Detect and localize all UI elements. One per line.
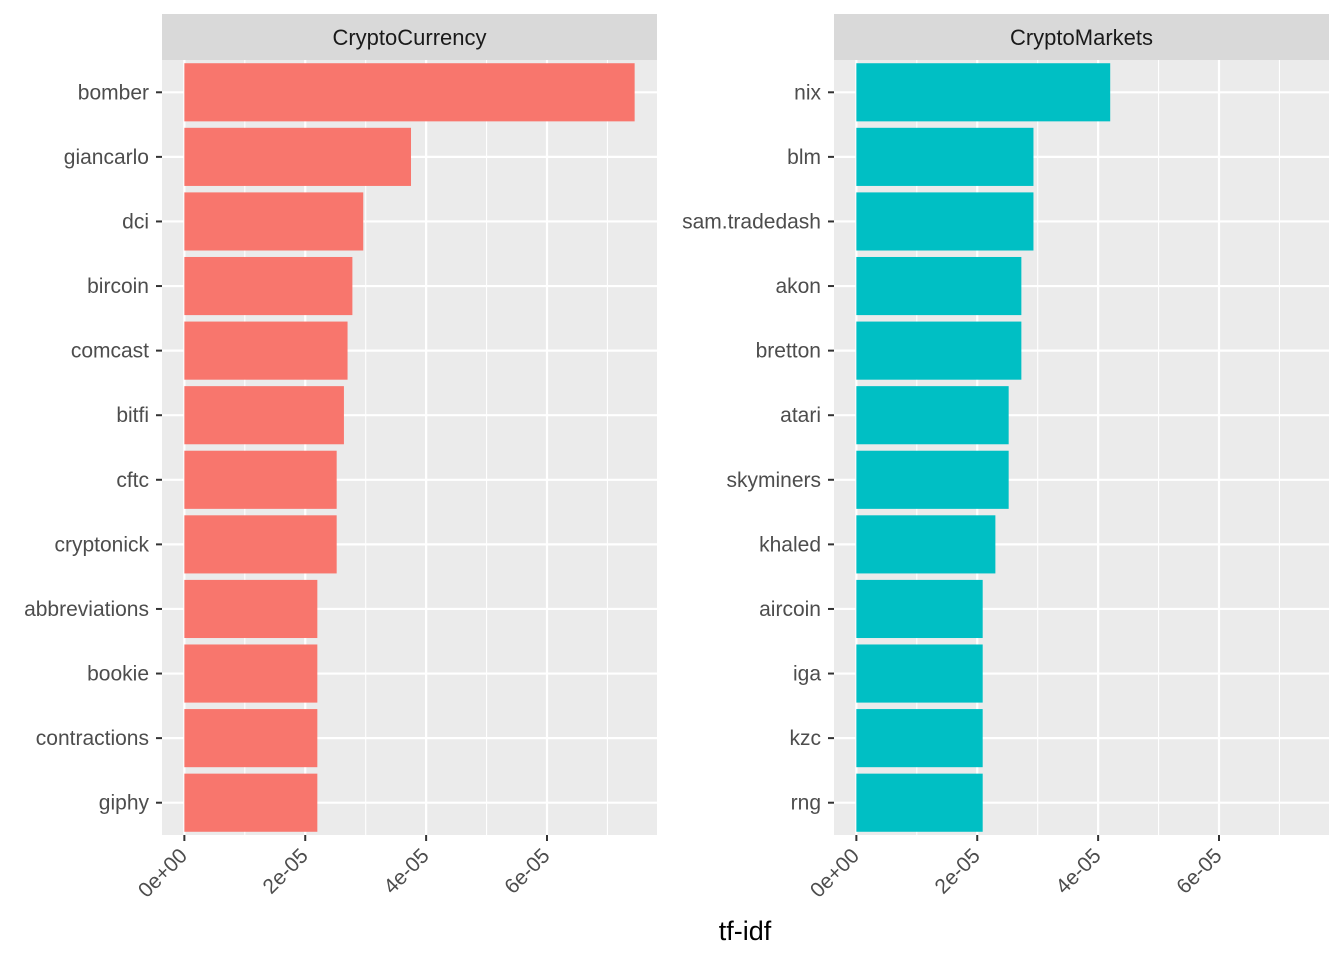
y-tick-label: bomber [78, 81, 149, 104]
bar-giancarlo [184, 127, 412, 186]
bar-dci [184, 192, 364, 251]
y-tick-label: rng [791, 792, 821, 815]
facet-title: CryptoCurrency [332, 25, 486, 50]
y-tick-label: cftc [116, 469, 149, 492]
bar-cftc [184, 450, 337, 509]
bar-bircoin [184, 256, 353, 316]
y-tick-label: skyminers [726, 469, 821, 492]
x-tick-label: 4e-05 [1051, 844, 1105, 898]
y-tick-label: kzc [790, 727, 822, 750]
y-tick-label: cryptonick [54, 533, 149, 556]
bar-khaled [856, 515, 996, 574]
y-tick-label: bircoin [87, 275, 149, 298]
bar-bitfi [184, 386, 344, 445]
y-tick-label: akon [775, 275, 821, 298]
facet-panel-2: CryptoMarkets nix blm sam.tradedash akon bret… [682, 14, 1329, 902]
x-tick-label: 4e-05 [379, 844, 433, 898]
bar-bomber [184, 63, 635, 122]
bar-contractions [184, 709, 318, 768]
bar-comcast [184, 321, 348, 380]
y-tick-label: abbreviations [24, 598, 149, 621]
y-tick-label: bretton [756, 340, 821, 363]
y-tick-label: iga [793, 663, 821, 686]
bar-kzc [856, 709, 983, 768]
x-tick-label: 2e-05 [931, 844, 985, 898]
y-tick-label: bitfi [116, 404, 149, 427]
bar-blm [856, 127, 1034, 186]
x-tick-label: 6e-05 [500, 844, 554, 898]
y-tick-label: contractions [36, 727, 149, 750]
x-tick-label: 0e+00 [806, 844, 864, 902]
bar-abbreviations [184, 579, 318, 639]
y-tick-label: comcast [71, 340, 149, 363]
facet-title: CryptoMarkets [1010, 25, 1153, 50]
bar-nix [856, 63, 1111, 122]
facet-panels: CryptoCurrency bomber giancarlo dci bircoin c… [24, 14, 1329, 902]
bar-bookie [184, 644, 318, 703]
facet-strip [834, 14, 1329, 60]
bar-sam.tradedash [856, 192, 1034, 251]
bar-aircoin [856, 579, 983, 639]
y-tick-label: blm [787, 146, 821, 169]
y-tick-label: atari [780, 404, 821, 427]
facet-strip [162, 14, 657, 60]
y-tick-label: bookie [87, 663, 149, 686]
y-tick-label: khaled [759, 533, 821, 556]
y-tick-label: sam.tradedash [682, 210, 821, 233]
bar-atari [856, 386, 1009, 445]
bar-rng [856, 773, 983, 832]
y-tick-label: giphy [99, 792, 150, 815]
bar-bretton [856, 321, 1022, 380]
y-tick-label: aircoin [759, 598, 821, 621]
bar-iga [856, 644, 983, 703]
x-tick-label: 2e-05 [259, 844, 313, 898]
x-tick-label: 0e+00 [134, 844, 192, 902]
x-axis-title: tf-idf [719, 916, 772, 946]
bar-cryptonick [184, 515, 337, 574]
y-tick-label: nix [794, 81, 821, 104]
bar-giphy [184, 773, 318, 832]
bar-skyminers [856, 450, 1009, 509]
bar-akon [856, 256, 1022, 316]
y-tick-label: dci [122, 210, 149, 233]
x-tick-label: 6e-05 [1172, 844, 1226, 898]
facet-panel-1: CryptoCurrency bomber giancarlo dci bircoin c… [24, 14, 657, 902]
y-tick-label: giancarlo [64, 146, 149, 169]
